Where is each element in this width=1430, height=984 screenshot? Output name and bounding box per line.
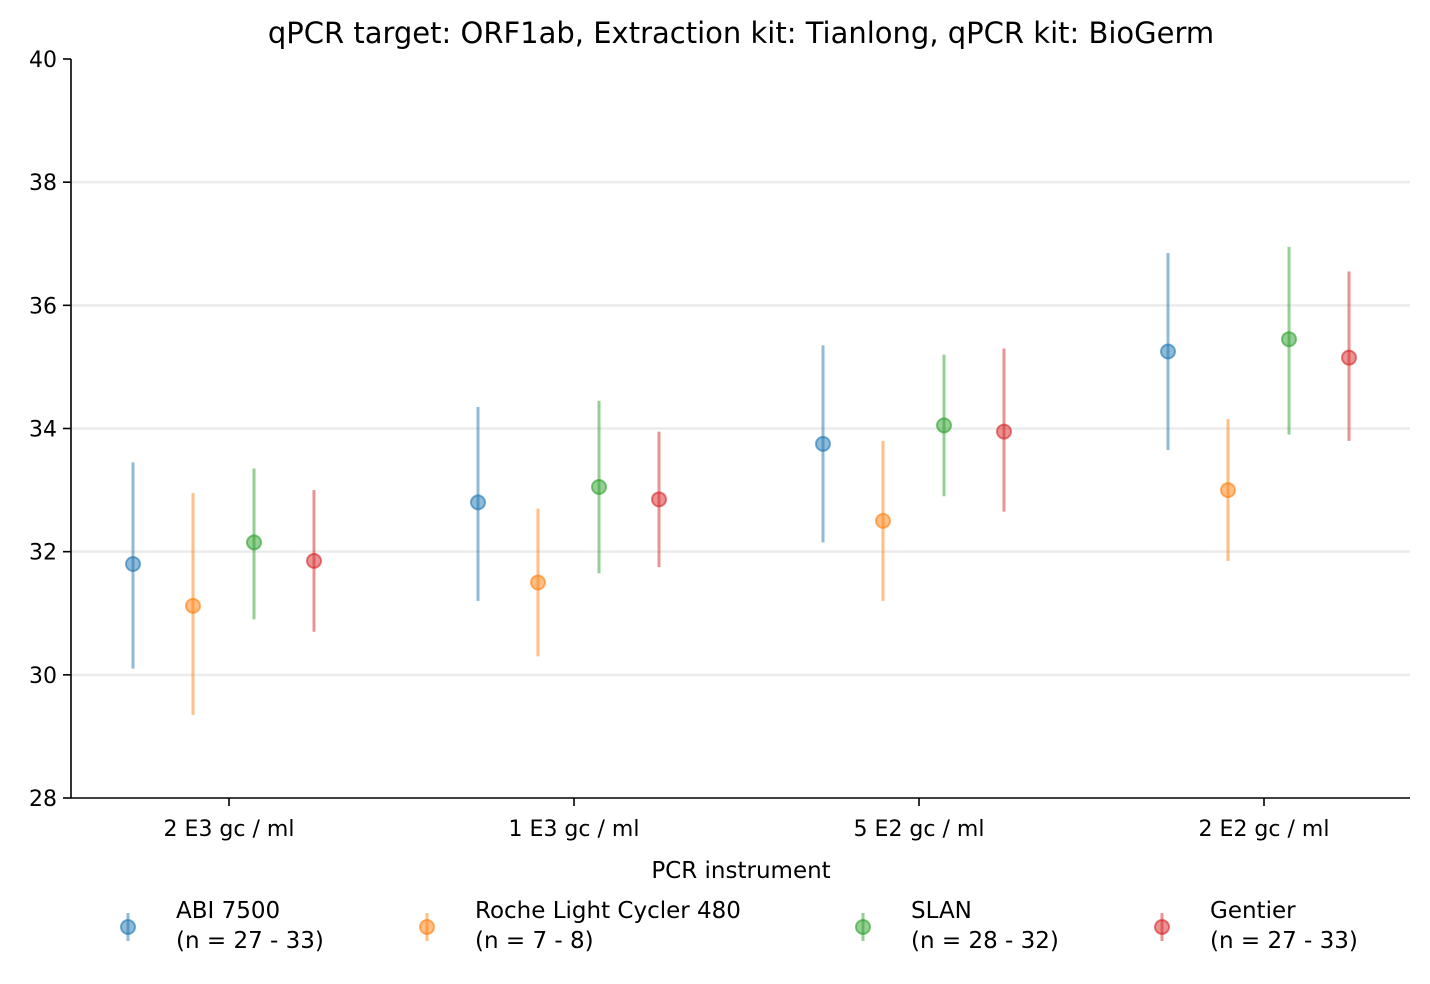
- data-point: [470, 494, 486, 511]
- y-tick-label: 32: [29, 541, 57, 566]
- data-point: [306, 552, 322, 569]
- x-tick-label: 5 E2 gc / ml: [854, 817, 985, 842]
- y-tick-label: 34: [29, 418, 57, 443]
- series-3: [306, 271, 1357, 632]
- legend-count: (n = 28 - 32): [911, 928, 1059, 954]
- legend-item: SLAN (n = 28 - 32): [855, 898, 1059, 954]
- data-point: [591, 479, 607, 496]
- data-point: [125, 555, 141, 572]
- data-point: [651, 491, 667, 508]
- x-ticks: 2 E3 gc / ml 1 E3 gc / ml 5 E2 gc / ml 2 E2…: [164, 798, 1330, 842]
- grid-lines: [71, 180, 1410, 677]
- x-tick-label: 2 E3 gc / ml: [164, 817, 295, 842]
- legend-label: SLAN: [911, 898, 972, 924]
- data-point: [246, 534, 262, 551]
- data-point: [936, 417, 952, 434]
- x-tick-label: 2 E2 gc / ml: [1199, 817, 1330, 842]
- legend-count: (n = 27 - 33): [176, 928, 324, 954]
- legend-item: ABI 7500 (n = 27 - 33): [120, 898, 324, 954]
- y-tick-label: 38: [29, 171, 57, 196]
- y-tick-label: 36: [29, 294, 57, 319]
- data-point: [875, 512, 891, 529]
- data-point: [996, 423, 1012, 440]
- x-tick-label: 1 E3 gc / ml: [509, 817, 640, 842]
- legend-marker: [120, 919, 136, 935]
- x-axis-label: PCR instrument: [651, 858, 830, 884]
- legend-item: Roche Light Cycler 480 (n = 7 - 8): [419, 898, 741, 954]
- data-point: [530, 574, 546, 591]
- data-point: [1160, 343, 1176, 360]
- y-tick-label: 30: [29, 664, 57, 689]
- data-point: [815, 435, 831, 452]
- data-point: [1220, 482, 1236, 499]
- legend-item: Gentier (n = 27 - 33): [1154, 898, 1358, 954]
- series-0: [125, 252, 1176, 669]
- data-point: [1341, 349, 1357, 366]
- legend-count: (n = 7 - 8): [475, 928, 594, 954]
- legend-count: (n = 27 - 33): [1210, 928, 1358, 954]
- data-point: [185, 597, 201, 614]
- legend-marker: [419, 919, 435, 935]
- chart-title: qPCR target: ORF1ab, Extraction kit: Tia…: [268, 16, 1214, 50]
- y-ticks: 28 30 32 34 36 38 40: [29, 48, 71, 812]
- y-tick-label: 28: [29, 787, 57, 812]
- legend-label: Roche Light Cycler 480: [475, 898, 741, 924]
- series-1: [185, 419, 1236, 715]
- legend: ABI 7500 (n = 27 - 33) Roche Light Cycler …: [120, 898, 1358, 954]
- y-tick-label: 40: [29, 48, 57, 73]
- legend-marker: [855, 919, 871, 935]
- data-series: [125, 246, 1357, 715]
- data-point: [1281, 331, 1297, 348]
- series-2: [246, 246, 1297, 620]
- legend-marker: [1154, 919, 1170, 935]
- legend-label: ABI 7500: [176, 898, 280, 924]
- legend-label: Gentier: [1210, 898, 1296, 924]
